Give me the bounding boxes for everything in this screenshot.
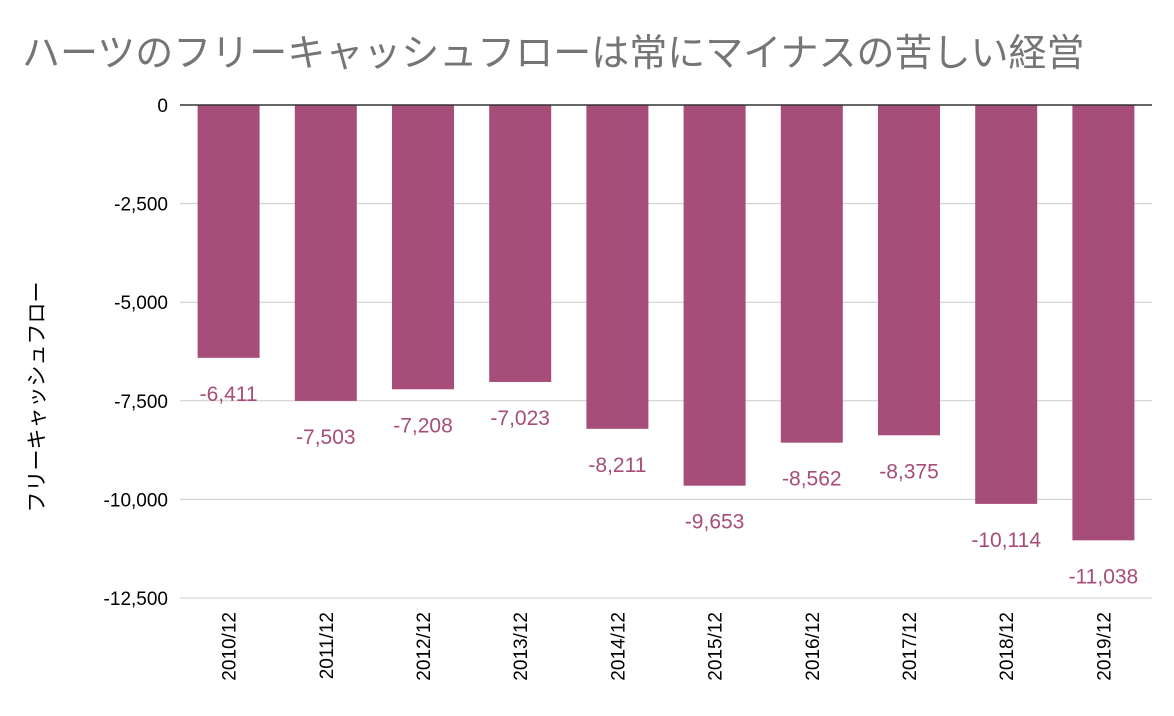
chart-title: ハーツのフリーキャッシュフローは常にマイナスの苦しい経営 bbox=[22, 31, 1085, 75]
bar bbox=[489, 105, 552, 382]
y-axis-title: フリーキャッシュフロー bbox=[25, 282, 49, 513]
data-label: -8,211 bbox=[588, 454, 646, 477]
x-tick-label: 2016/12 bbox=[803, 612, 824, 681]
x-tick-label: 2013/12 bbox=[511, 612, 532, 681]
x-tick-label: 2014/12 bbox=[608, 612, 629, 681]
bar bbox=[975, 105, 1038, 504]
data-labels: -6,411 -7,503 -7,208 -7,023 -8,211 -9,653 -8,5… bbox=[200, 383, 1139, 588]
bar bbox=[197, 105, 260, 358]
x-tick-label: 2015/12 bbox=[706, 612, 727, 681]
data-label: -7,208 bbox=[393, 414, 453, 437]
data-label: -9,653 bbox=[685, 511, 745, 534]
bar bbox=[683, 105, 746, 486]
bar bbox=[586, 105, 649, 429]
y-tick-label: -10,000 bbox=[104, 490, 168, 511]
data-label: -7,023 bbox=[490, 407, 550, 430]
bar bbox=[294, 105, 357, 401]
x-tick-label: 2019/12 bbox=[1094, 612, 1115, 681]
x-tick-label: 2018/12 bbox=[997, 612, 1018, 681]
x-axis-ticks: 2010/12 2011/12 2012/12 2013/12 2014/12 2015/… bbox=[220, 612, 1116, 681]
bar bbox=[1072, 105, 1135, 541]
x-tick-label: 2017/12 bbox=[900, 612, 921, 681]
data-label: -8,375 bbox=[879, 460, 939, 483]
y-tick-label: -2,500 bbox=[114, 195, 168, 216]
y-axis-ticks: 0 -2,500 -5,000 -7,500 -10,000 -12,500 bbox=[104, 96, 168, 610]
y-tick-label: -7,500 bbox=[114, 392, 168, 413]
y-tick-label: -5,000 bbox=[114, 293, 168, 314]
y-tick-label: -12,500 bbox=[104, 589, 168, 610]
data-label: -6,411 bbox=[200, 383, 258, 406]
x-tick-label: 2011/12 bbox=[317, 612, 338, 679]
x-tick-label: 2010/12 bbox=[220, 612, 241, 681]
bars bbox=[197, 105, 1135, 541]
data-label: -10,114 bbox=[971, 529, 1041, 552]
data-label: -8,562 bbox=[782, 468, 842, 491]
bar bbox=[392, 105, 454, 390]
data-label: -11,038 bbox=[1069, 565, 1139, 588]
x-tick-label: 2012/12 bbox=[414, 612, 435, 681]
y-tick-label: 0 bbox=[157, 96, 168, 117]
data-label: -7,503 bbox=[296, 426, 356, 449]
bar bbox=[878, 105, 940, 436]
bar bbox=[780, 105, 843, 443]
